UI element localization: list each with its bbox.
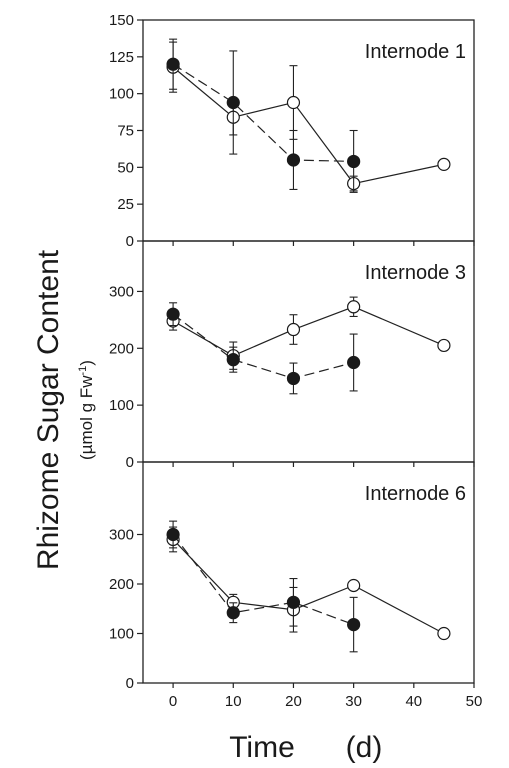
x-tick-label: 40: [405, 693, 422, 710]
data-point: [166, 307, 180, 321]
y-tick-label: 300: [109, 283, 134, 300]
data-point: [347, 617, 361, 632]
x-axis-label: Time: [229, 731, 295, 764]
y-axis-label: Rhizome Sugar Content: [32, 249, 65, 570]
y-tick-label: 100: [109, 397, 134, 414]
y-tick-label: 125: [109, 49, 134, 66]
series-line: [172, 313, 354, 380]
data-point: [347, 154, 361, 169]
data-point: [286, 595, 301, 609]
series-line: [172, 306, 445, 357]
series-line: [172, 534, 354, 626]
y-tick-label: 25: [117, 196, 134, 213]
y-axis-units-sup: -1: [77, 366, 89, 376]
series-filled: [166, 38, 361, 193]
data-point: [347, 355, 361, 370]
y-tick-label: 0: [126, 454, 134, 471]
y-tick-label: 150: [109, 12, 134, 29]
data-point: [437, 626, 451, 641]
panel-title: Internode 6: [365, 483, 466, 505]
y-tick-label: 200: [109, 576, 134, 593]
data-point: [286, 322, 301, 337]
panel-3: 0 100 200 300 0 10 20 30 40 50 Internode 6: [109, 461, 483, 710]
data-point: [347, 300, 361, 314]
panel-title: Internode 1: [365, 41, 466, 63]
y-tick-label: 75: [117, 123, 134, 140]
series-filled: [166, 302, 361, 395]
x-tick-label: 50: [466, 693, 483, 710]
y-axis-units: (µmol g Fw-1): [77, 360, 96, 460]
panel-1: 0 25 50 75 100 125 150 Internode 1: [109, 12, 475, 250]
panel-title: Internode 3: [365, 262, 466, 284]
y-tick-label: 100: [109, 86, 134, 103]
series-line: [172, 66, 445, 185]
data-point: [226, 353, 240, 367]
x-axis-unit: (d): [346, 731, 383, 764]
y-tick-label: 0: [126, 233, 134, 250]
data-point: [226, 606, 240, 620]
data-point: [226, 95, 240, 110]
y-tick-label: 0: [126, 675, 134, 692]
series-line: [172, 63, 354, 163]
data-point: [286, 95, 301, 110]
x-tick-label: 30: [345, 693, 362, 710]
y-tick-label: 200: [109, 340, 134, 357]
y-tick-label: 300: [109, 527, 134, 544]
x-tick-label: 20: [285, 693, 302, 710]
x-tick-label: 10: [225, 693, 242, 710]
data-point: [347, 578, 361, 593]
series-open: [166, 296, 451, 370]
panel-frame: [142, 461, 475, 684]
x-tick-label: 0: [169, 693, 177, 710]
y-axis-units-close: ): [77, 360, 96, 366]
data-point: [286, 371, 301, 386]
panel-2: 0 100 200 300 Internode 3: [109, 240, 475, 471]
series-filled: [166, 520, 361, 653]
data-point: [437, 338, 451, 353]
y-tick-label: 50: [117, 159, 134, 176]
y-axis-units-main: (µmol g Fw: [77, 375, 96, 460]
data-point: [166, 57, 180, 71]
data-point: [286, 153, 301, 167]
series-open: [166, 526, 451, 641]
data-point: [166, 527, 180, 542]
series-open: [166, 41, 451, 192]
y-tick-label: 100: [109, 626, 134, 643]
data-point: [437, 157, 451, 171]
